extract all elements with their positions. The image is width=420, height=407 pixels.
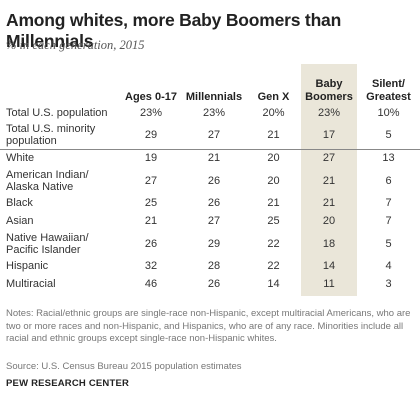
row-label: Black	[6, 197, 33, 209]
brand-logo-text: PEW RESEARCH CENTER	[6, 378, 130, 389]
table-row: Black 25 26 21 21 7	[0, 194, 420, 212]
cell-value: 27	[207, 215, 221, 227]
cell-value: 21	[322, 197, 336, 209]
cell-value: 29	[207, 237, 221, 250]
cell-value: 28	[207, 260, 221, 272]
table-row: American Indian/ Alaska Native 27 26 20 …	[0, 167, 420, 194]
row-label: Total U.S. minority population	[6, 123, 96, 148]
row-label: Asian	[6, 215, 34, 227]
cell-value: 26	[207, 197, 221, 209]
cell-value: 11	[323, 278, 335, 290]
cell-value: 46	[144, 278, 158, 290]
cell-value: 23%	[317, 107, 341, 119]
row-label: American Indian/ Alaska Native	[6, 168, 89, 193]
table-row: Multiracial 46 26 14 11 3	[0, 275, 420, 293]
cell-value: 23%	[139, 107, 163, 119]
table-row: Asian 21 27 25 20 7	[0, 212, 420, 230]
cell-value: 19	[120, 148, 182, 167]
cell-value: 13	[357, 148, 420, 167]
row-label: Total U.S. population	[6, 107, 108, 119]
cell-value: 14	[322, 260, 336, 272]
cell-value: 20	[246, 148, 301, 167]
source-text: Source: U.S. Census Bureau 2015 populati…	[6, 361, 242, 372]
cell-value: 26	[207, 278, 221, 290]
cell-value: 25	[144, 197, 158, 209]
cell-value: 32	[144, 260, 158, 272]
cell-value: 26	[207, 174, 221, 187]
column-header: Ages 0-17	[125, 91, 177, 103]
cell-value: 23%	[202, 107, 226, 119]
column-header: Gen X	[257, 91, 290, 103]
cell-value: 14	[267, 278, 280, 290]
cell-value: 22	[267, 260, 280, 272]
cell-value: 26	[144, 237, 158, 250]
row-label: Native Hawaiian/ Pacific Islander	[6, 231, 89, 256]
cell-value: 21	[182, 148, 246, 167]
cell-value: 4	[385, 260, 392, 272]
column-header: Baby Boomers	[305, 78, 353, 103]
table-row: Native Hawaiian/ Pacific Islander 26 29 …	[0, 230, 420, 257]
cell-value: 18	[322, 237, 336, 250]
baby-boomers-highlight	[301, 64, 357, 296]
cell-value: 21	[267, 197, 280, 209]
page-title: Among whites, more Baby Boomers than Mil…	[6, 10, 342, 51]
cell-value: 5	[385, 237, 392, 250]
row-label: Hispanic	[6, 260, 49, 272]
table-row: White 19 21 20 27 13	[0, 148, 420, 167]
cell-value: 27	[207, 129, 221, 142]
cell-value: 17	[322, 129, 336, 142]
cell-value: 20	[322, 215, 336, 227]
cell-value: 5	[385, 129, 392, 142]
table-row: Hispanic 32 28 22 14 4	[0, 257, 420, 275]
cell-value: 27	[144, 174, 158, 187]
cell-value: 22	[267, 237, 280, 250]
cell-value: 20%	[262, 107, 285, 119]
cell-value: 27	[301, 148, 357, 167]
notes-text: Notes: Racial/ethnic groups are single-r…	[6, 308, 411, 344]
cell-value: 20	[267, 174, 280, 187]
cell-value: 21	[144, 215, 158, 227]
cell-value: 7	[385, 215, 392, 227]
column-header: Silent/ Greatest	[366, 78, 411, 103]
cell-value: 21	[322, 174, 336, 187]
cell-value: 3	[385, 278, 392, 290]
generation-table: Ages 0-17 Millennials Gen X Baby Boomers…	[0, 64, 420, 293]
table-row: Total U.S. minority population 29 27 21 …	[0, 122, 420, 149]
cell-value: 29	[144, 129, 158, 142]
row-label: White	[0, 148, 120, 167]
column-header: Millennials	[185, 91, 243, 103]
cell-value: 21	[267, 129, 280, 142]
table-row: Total U.S. population 23% 23% 20% 23% 10…	[0, 104, 420, 122]
row-label: Multiracial	[6, 278, 56, 290]
header-blank	[0, 64, 120, 104]
cell-value: 7	[385, 197, 392, 209]
page-subtitle: % in each generation, 2015	[6, 38, 145, 52]
cell-value: 10%	[377, 107, 400, 119]
cell-value: 6	[385, 174, 392, 187]
cell-value: 25	[267, 215, 280, 227]
